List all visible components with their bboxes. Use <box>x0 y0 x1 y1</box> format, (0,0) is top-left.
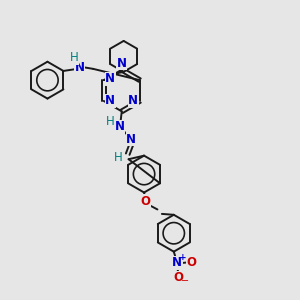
Text: O: O <box>174 271 184 284</box>
Text: N: N <box>126 133 136 146</box>
Text: N: N <box>114 120 124 133</box>
Text: N: N <box>105 94 115 107</box>
Text: N: N <box>172 256 182 269</box>
Text: N: N <box>128 94 138 107</box>
Text: O: O <box>187 256 196 269</box>
Text: N: N <box>75 61 85 74</box>
Text: +: + <box>179 253 187 262</box>
Text: O: O <box>140 195 151 208</box>
Text: H: H <box>106 115 115 128</box>
Text: H: H <box>70 51 79 64</box>
Text: −: − <box>181 276 189 286</box>
Text: H: H <box>114 151 123 164</box>
Text: N: N <box>105 72 115 85</box>
Text: N: N <box>117 57 127 70</box>
